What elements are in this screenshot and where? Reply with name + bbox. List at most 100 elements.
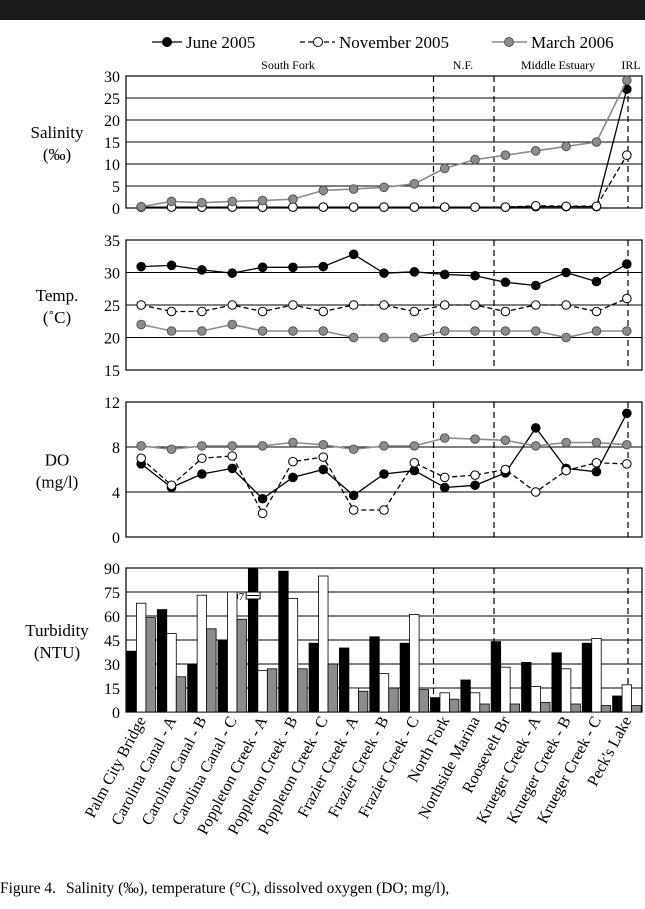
dissolved-oxygen-point-november-2005 [561, 465, 571, 476]
turbidity-bar-november-2005 [227, 591, 238, 713]
turbidity-bar-november-2005 [196, 594, 208, 713]
turbidity-y-tick-label: 75 [104, 585, 120, 602]
turbidity-bar-march-2006 [236, 618, 247, 713]
turbidity-bar-november-2005 [439, 692, 450, 713]
temperature-point-june-2005 [166, 260, 177, 271]
dissolved-oxygen-point-june-2005 [257, 493, 268, 504]
turbidity-bar-june-2005 [156, 609, 168, 713]
turbidity-bar-june-2005 [247, 567, 259, 713]
dissolved-oxygen-point-june-2005 [530, 423, 541, 433]
temperature-point-june-2005 [136, 261, 146, 272]
turbidity-bar-march-2006 [631, 705, 642, 713]
temperature-y-axis-label: (˚C) [43, 308, 71, 327]
dissolved-oxygen-point-march-2006 [197, 441, 207, 451]
temperature-point-november-2005 [470, 300, 480, 310]
dissolved-oxygen-point-november-2005 [318, 452, 329, 462]
caption-text: Salinity (‰), temperature (°C), dissolve… [65, 880, 450, 897]
temperature-point-june-2005 [530, 280, 541, 291]
temperature-y-tick-label: 30 [104, 266, 120, 283]
salinity-point-november-2005 [622, 150, 632, 160]
salinity-point-november-2005 [530, 201, 541, 211]
dissolved-oxygen-point-march-2006 [500, 435, 511, 446]
temperature-point-november-2005 [166, 306, 177, 317]
salinity-point-november-2005 [470, 202, 480, 212]
salinity-y-axis-label: Salinity [31, 123, 84, 142]
dissolved-oxygen-point-november-2005 [530, 487, 541, 497]
figure-caption: Figure 4. Salinity (‰), temperature (°C),… [0, 880, 645, 898]
salinity-point-november-2005 [591, 201, 602, 212]
dissolved-oxygen-y-axis-label: DO [45, 451, 70, 470]
legend-label-march-2006: March 2006 [531, 33, 614, 52]
dissolved-oxygen-plot-frame [125, 401, 643, 538]
temperature-point-june-2005 [288, 262, 298, 273]
dissolved-oxygen-point-november-2005 [470, 470, 480, 480]
salinity-point-march-2006 [470, 154, 480, 165]
salinity-point-march-2006 [318, 185, 329, 196]
turbidity-bar-march-2006 [206, 628, 217, 713]
turbidity-y-tick-label: 60 [104, 609, 120, 626]
region-label-middle-estuary: Middle Estuary [521, 58, 595, 72]
caption-label: Figure 4. [0, 880, 56, 897]
turbidity-bar-november-2005 [500, 666, 511, 713]
region-label-south-fork: South Fork [261, 58, 315, 72]
turbidity-bar-march-2006 [600, 705, 612, 713]
dissolved-oxygen-point-november-2005 [288, 456, 298, 467]
turbidity-bar-june-2005 [278, 570, 289, 713]
dissolved-oxygen-point-march-2006 [439, 433, 450, 443]
turbidity-bar-november-2005 [530, 686, 541, 713]
dissolved-oxygen-point-march-2006 [136, 441, 146, 451]
temperature-y-tick-label: 35 [104, 233, 120, 250]
turbidity-bar-march-2006 [327, 663, 338, 713]
salinity-point-march-2006 [257, 195, 268, 206]
dissolved-oxygen-point-march-2006 [561, 437, 571, 448]
temperature-point-march-2006 [136, 319, 146, 330]
temperature-point-june-2005 [561, 267, 571, 278]
dissolved-oxygen-point-november-2005 [197, 453, 207, 464]
turbidity-bar-november-2005 [318, 575, 329, 713]
turbidity-y-axis-label: Turbidity [25, 621, 89, 640]
salinity-point-november-2005 [561, 201, 571, 212]
temperature-point-june-2005 [197, 265, 207, 275]
dissolved-oxygen-point-march-2006 [166, 444, 177, 455]
turbidity-bar-june-2005 [217, 639, 228, 713]
turbidity-y-tick-label: 30 [104, 657, 120, 674]
dissolved-oxygen-point-november-2005 [379, 505, 389, 515]
turbidity-bar-november-2005 [257, 670, 268, 713]
turbidity-bar-march-2006 [297, 668, 308, 713]
temperature-point-march-2006 [166, 326, 177, 336]
salinity-point-march-2006 [439, 163, 450, 174]
dissolved-oxygen-y-tick-label: 0 [112, 530, 120, 547]
salinity-point-march-2006 [622, 75, 632, 86]
temperature-point-march-2006 [561, 332, 571, 343]
dissolved-oxygen-series-line-june-2005 [140, 413, 628, 500]
temperature-y-tick-label: 15 [104, 363, 120, 380]
salinity-series-line-november-2005 [141, 154, 628, 208]
temperature-point-november-2005 [136, 300, 146, 310]
dissolved-oxygen-point-june-2005 [470, 480, 480, 491]
legend-marker-june-2005 [162, 37, 172, 47]
region-label-irl: IRL [621, 58, 640, 72]
turbidity-bar-march-2006 [388, 687, 399, 713]
dissolved-oxygen-point-march-2006 [227, 441, 238, 451]
dissolved-oxygen-series-line-november-2005 [140, 455, 627, 515]
temperature-point-june-2005 [470, 270, 480, 281]
dissolved-oxygen-point-march-2006 [348, 444, 359, 455]
turbidity-bar-november-2005 [378, 673, 390, 713]
salinity-point-november-2005 [348, 202, 359, 212]
turbidity-bar-june-2005 [521, 662, 532, 713]
salinity-point-march-2006 [227, 196, 238, 207]
salinity-y-tick-label: 10 [104, 157, 120, 174]
salinity-point-march-2006 [379, 182, 389, 193]
temperature-point-november-2005 [409, 306, 420, 317]
temperature-point-november-2005 [227, 300, 238, 310]
temperature-point-june-2005 [257, 262, 268, 273]
temperature-point-march-2006 [288, 326, 298, 336]
turbidity-bar-november-2005 [560, 668, 572, 713]
temperature-point-march-2006 [409, 332, 420, 343]
legend-marker-november-2005 [313, 37, 323, 47]
turbidity-bar-june-2005 [551, 652, 562, 713]
temperature-point-march-2006 [530, 326, 541, 336]
temperature-point-march-2006 [227, 319, 238, 330]
temperature-y-tick-label: 20 [104, 331, 120, 348]
